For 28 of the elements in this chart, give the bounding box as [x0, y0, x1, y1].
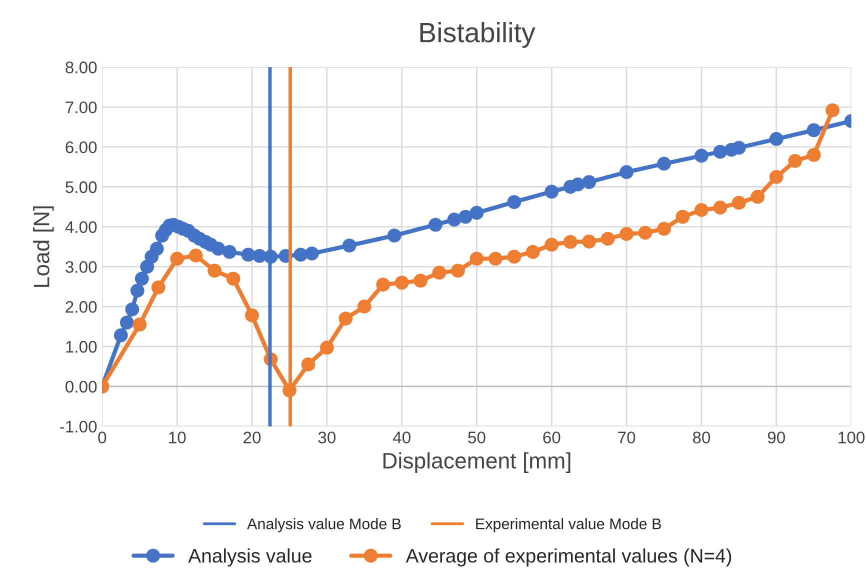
y-tick-label: 3.00: [66, 261, 97, 273]
x-tick-label: 20: [244, 432, 261, 444]
x-tick-label: 80: [692, 432, 710, 444]
x-tick-label: 100: [838, 432, 865, 444]
y-tick-label: 2.00: [66, 301, 97, 313]
x-tick-label: 60: [543, 432, 560, 444]
x-tick-label: 40: [392, 432, 410, 444]
y-tick-label: 8.00: [66, 62, 97, 74]
y-tick-label: 0.00: [66, 380, 97, 393]
legend-label: Experimental value Mode B: [476, 518, 661, 532]
x-tick-label: 50: [468, 432, 486, 444]
y-tick-label: 6.00: [66, 141, 97, 154]
y-axis-title: Load [N]: [33, 206, 54, 287]
y-tick-label: 1.00: [66, 340, 97, 353]
x-tick-label: 0: [98, 432, 106, 444]
x-tick-label: 90: [768, 432, 785, 444]
legend-label: Analysis value Mode B: [247, 518, 401, 532]
x-tick-label: 70: [618, 432, 636, 444]
y-tick-label: 5.00: [66, 181, 97, 194]
y-tick-label: 4.00: [65, 221, 97, 233]
x-tick-label: 30: [318, 432, 336, 444]
x-tick-label: 10: [169, 432, 186, 444]
legend-label: Average of experimental values (N=4): [406, 548, 732, 566]
y-tick-label: -1.00: [60, 420, 97, 433]
y-tick-label: 7.00: [66, 101, 97, 114]
legend-label: Analysis value: [188, 548, 312, 566]
chart-title: Bistability: [420, 22, 536, 48]
x-axis-title: Displacement [mm]: [383, 452, 570, 473]
